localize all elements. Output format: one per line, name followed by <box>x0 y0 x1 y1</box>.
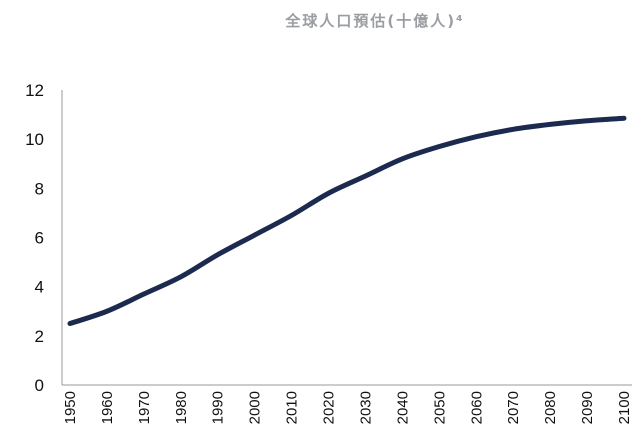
y-tick-label: 10 <box>25 130 44 149</box>
chart-title: 全球人口預估(十億人)⁴ <box>284 12 464 30</box>
x-tick-label: 1980 <box>173 391 190 424</box>
y-tick-label: 4 <box>35 278 44 297</box>
x-tick-label: 2090 <box>579 391 596 424</box>
x-tick-label: 2070 <box>505 391 522 424</box>
x-tick-label: 2000 <box>247 391 264 424</box>
axes <box>61 90 632 386</box>
x-tick-label: 2060 <box>468 391 485 424</box>
x-tick-label: 2100 <box>616 391 633 424</box>
x-tick-label: 2080 <box>542 391 559 424</box>
x-tick-label: 2030 <box>357 391 374 424</box>
y-tick-label: 0 <box>35 376 44 395</box>
y-tick-labels: 0 2 4 6 8 10 12 <box>25 81 44 395</box>
x-tick-label: 1970 <box>136 391 153 424</box>
population-series-line <box>67 115 627 327</box>
y-tick-label: 6 <box>35 229 44 248</box>
series-layer <box>67 115 627 327</box>
y-tick-label: 12 <box>25 81 44 100</box>
x-tick-label: 1990 <box>210 391 227 424</box>
x-tick-label: 1960 <box>99 391 116 424</box>
x-tick-label: 2050 <box>431 391 448 424</box>
x-tick-label: 1950 <box>62 391 79 424</box>
x-tick-labels: 1950 1960 1970 1980 1990 2000 2010 2020 2030 2040… <box>62 391 633 424</box>
y-tick-label: 2 <box>35 327 44 346</box>
x-tick-label: 2010 <box>284 391 301 424</box>
y-tick-label: 8 <box>35 179 44 198</box>
x-tick-label: 2020 <box>321 391 338 424</box>
x-tick-label: 2040 <box>394 391 411 424</box>
